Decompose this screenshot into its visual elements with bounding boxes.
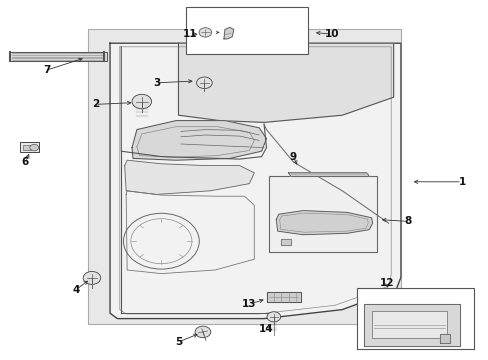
Polygon shape (224, 27, 233, 39)
Text: 6: 6 (22, 157, 29, 167)
Text: 8: 8 (404, 216, 411, 226)
Polygon shape (132, 121, 266, 160)
Text: 14: 14 (259, 324, 273, 334)
Text: 9: 9 (289, 152, 296, 162)
Polygon shape (439, 334, 449, 343)
Text: 3: 3 (153, 78, 160, 88)
Text: 10: 10 (325, 29, 339, 39)
Text: 4: 4 (72, 285, 80, 295)
Text: 11: 11 (182, 29, 197, 39)
Bar (371, 311, 447, 338)
Polygon shape (281, 239, 290, 245)
Circle shape (83, 271, 101, 284)
Bar (20, 142, 39, 152)
Polygon shape (276, 211, 372, 235)
Text: 12: 12 (379, 278, 394, 288)
Circle shape (266, 312, 280, 322)
Circle shape (196, 77, 212, 89)
Text: 5: 5 (175, 337, 182, 347)
Polygon shape (178, 43, 393, 122)
Bar (23, 145, 31, 150)
Polygon shape (266, 292, 300, 302)
Bar (185, 7, 307, 54)
Polygon shape (364, 304, 459, 346)
Polygon shape (110, 43, 400, 319)
Text: 1: 1 (458, 177, 465, 187)
Polygon shape (10, 52, 106, 61)
Circle shape (132, 94, 151, 109)
Bar (88, 29, 400, 324)
Text: 7: 7 (42, 65, 50, 75)
Circle shape (30, 144, 39, 151)
Circle shape (195, 326, 210, 338)
Polygon shape (288, 173, 368, 176)
Bar (356, 288, 473, 349)
Bar (268, 176, 376, 252)
Text: 13: 13 (242, 299, 256, 309)
Text: 2: 2 (92, 99, 99, 109)
Circle shape (199, 28, 211, 37)
Polygon shape (124, 160, 254, 194)
